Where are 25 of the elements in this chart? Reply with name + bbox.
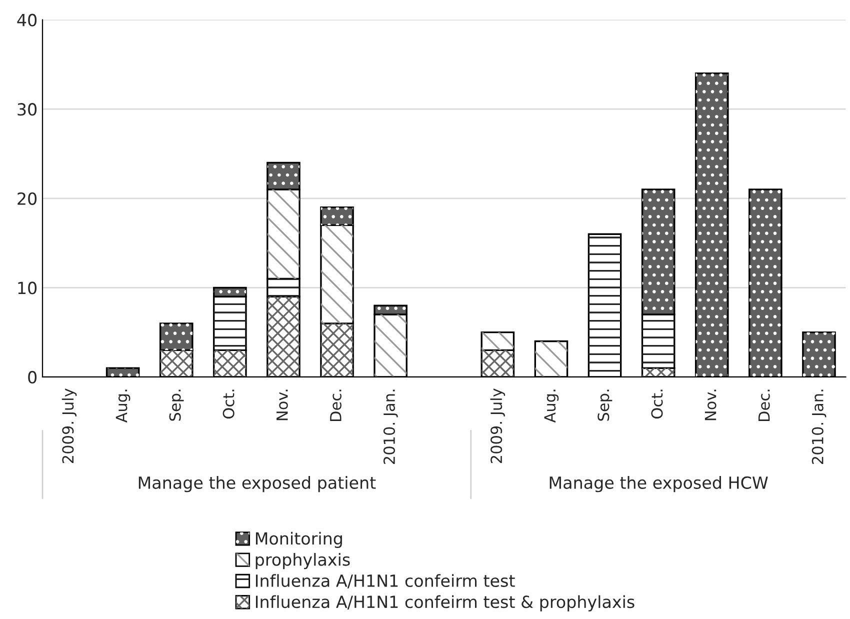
text: Manage the exposed HCW (550, 476, 768, 492)
x-tick-label: Sep. (598, 390, 612, 421)
y-tick-label: 40 (17, 14, 37, 26)
x-tick-label: 2009. July (490, 388, 506, 464)
x-tick-label: Oct. (222, 390, 234, 418)
x-tick-label: Oct. (651, 390, 663, 418)
x-tick-label: 2010. Jan. (383, 390, 398, 464)
y-tick-label: 20 (18, 192, 37, 205)
x-tick-label: Aug. (544, 390, 559, 423)
y-tick-label: 10 (18, 282, 37, 294)
x-tick-label: Aug. (116, 390, 130, 423)
x-tick-label: Nov. (276, 390, 288, 420)
y-tick-label: 30 (18, 103, 37, 116)
x-tick-label: Dec. (758, 390, 770, 422)
legend-label: Influenza A/H1N1 confeirm test & prophylaxis (256, 595, 634, 612)
x-tick-label: 2010. Jan. (812, 390, 826, 464)
text: Manage the exposed patient (138, 476, 376, 492)
x-tick-label: 2009. July (62, 388, 77, 464)
legend-label: Influenza A/H1N1 confeirm test (256, 574, 515, 588)
legend-label: Monitoring (256, 532, 342, 548)
legend-label: prophylaxis (256, 552, 350, 570)
x-tick-label: Dec. (330, 390, 342, 422)
y-tick-label: 0 (28, 370, 37, 384)
x-tick-label: Sep. (169, 390, 184, 421)
x-tick-label: Nov. (704, 390, 716, 420)
